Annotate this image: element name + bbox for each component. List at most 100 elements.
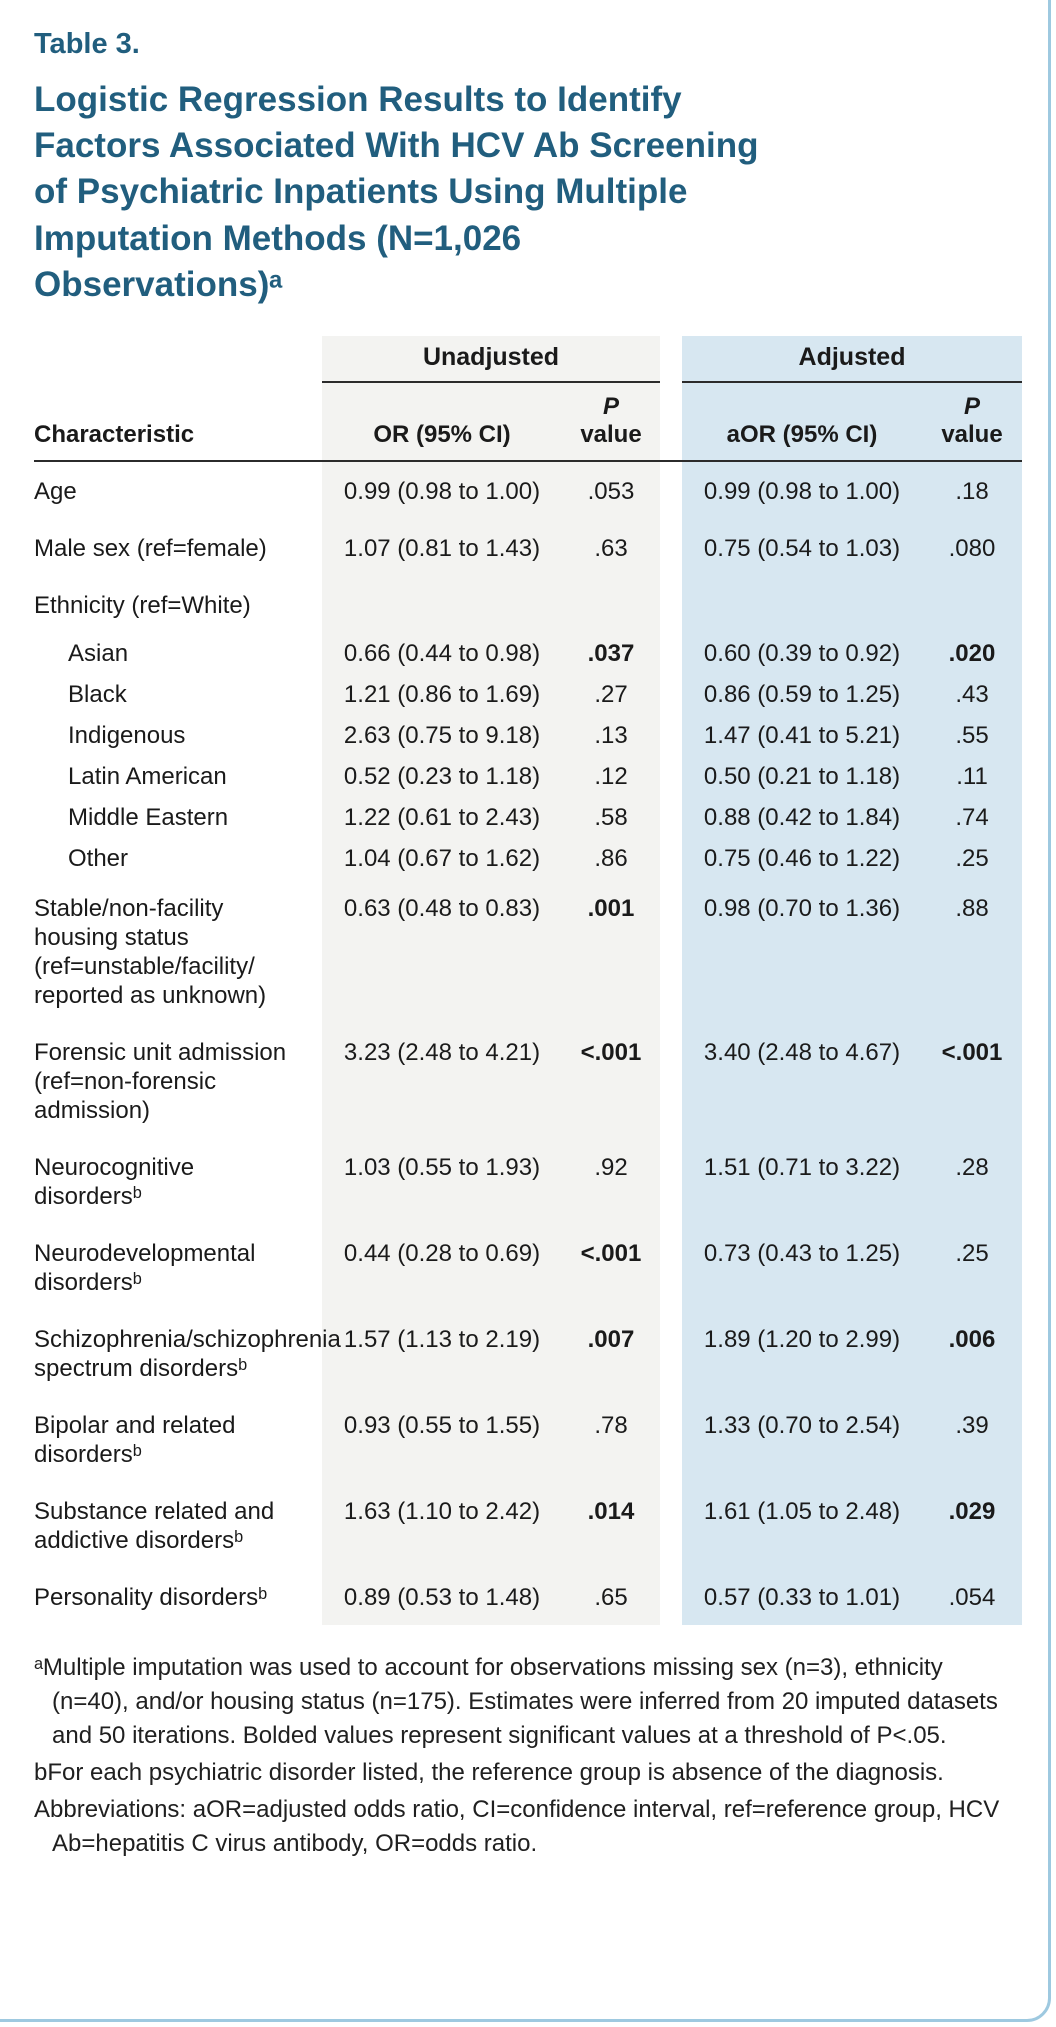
- p-value-cell: <.001: [562, 1022, 660, 1138]
- p-italic: P: [602, 392, 619, 420]
- characteristic-header: Characteristic: [34, 381, 322, 462]
- characteristic-cell: Male sex (ref=female): [34, 534, 267, 562]
- p-value-cell: [562, 575, 660, 633]
- or-cell: 0.63 (0.48 to 0.83): [322, 878, 562, 1023]
- p-value-cell: .25: [922, 1223, 1023, 1310]
- aor-cell: 1.61 (1.05 to 2.48): [682, 1481, 922, 1568]
- p-value-cell: .12: [562, 755, 660, 797]
- p-value-cell: .78: [562, 1395, 660, 1482]
- spacer-cell: [660, 519, 682, 576]
- spacer-cell: [660, 576, 682, 633]
- or-cell: 0.44 (0.28 to 0.69): [322, 1223, 562, 1310]
- table-title: Logistic Regression Results to Identify …: [34, 80, 759, 304]
- or-cell: [322, 575, 562, 633]
- spacer-cell: [660, 1224, 682, 1310]
- or-header: OR (95% CI): [322, 381, 562, 462]
- table-row: Schizophrenia/schizophrenia spectrum dis…: [34, 1309, 1023, 1396]
- table-row: Asian 0.66 (0.44 to 0.98) .037 0.60 (0.39 t…: [34, 632, 1023, 674]
- aor-cell: 1.33 (0.70 to 2.54): [682, 1395, 922, 1482]
- p-value-cell: .28: [922, 1137, 1023, 1224]
- logistic-regression-table: Unadjusted Adjusted Characteristic OR (9…: [34, 335, 1023, 1625]
- p-value-cell: .007: [562, 1309, 660, 1396]
- table-row: Personality disordersᵇ 0.89 (0.53 to 1.48…: [34, 1567, 1023, 1625]
- p-value-cell: .037: [562, 632, 660, 674]
- table-row: Black 1.21 (0.86 to 1.69) .27 0.86 (0.59 to…: [34, 673, 1023, 715]
- spacer-cell: [660, 1310, 682, 1396]
- group-header-row: Unadjusted Adjusted: [34, 335, 1023, 383]
- or-cell: 0.52 (0.23 to 1.18): [322, 755, 562, 797]
- characteristic-cell: Latin American: [68, 762, 227, 790]
- characteristic-cell: Personality disordersᵇ: [34, 1583, 268, 1611]
- spacer-cell: [660, 1482, 682, 1568]
- table-row: Stable/non-facility housing status (ref=…: [34, 878, 1023, 1023]
- table-number-label: Table 3.: [34, 28, 140, 60]
- group-header-spacer: [34, 336, 322, 382]
- p-value-cell: .020: [922, 632, 1023, 674]
- p-value-cell: .92: [562, 1137, 660, 1224]
- spacer-cell: [660, 1568, 682, 1625]
- spacer-cell: [660, 879, 682, 1023]
- p-value-cell: .13: [562, 714, 660, 756]
- footnotes: ᵃMultiple imputation was used to account…: [34, 1651, 1024, 1861]
- characteristic-cell: Neurodevelopmental disordersᵇ: [34, 1239, 256, 1296]
- characteristic-cell: Indigenous: [68, 721, 186, 749]
- p-value-cell: .001: [562, 878, 660, 1023]
- footnote-b: bFor each psychiatric disorder listed, t…: [34, 1758, 944, 1786]
- group-gap: [660, 381, 682, 462]
- p-value-cell: .74: [922, 796, 1023, 838]
- p-value-cell: .053: [562, 460, 660, 519]
- p-value-cell: .054: [922, 1567, 1023, 1625]
- aor-cell: 0.60 (0.39 to 0.92): [682, 632, 922, 674]
- or-cell: 0.99 (0.98 to 1.00): [322, 460, 562, 519]
- aor-cell: 0.98 (0.70 to 1.36): [682, 878, 922, 1023]
- table-row: Indigenous 2.63 (0.75 to 9.18) .13 1.47 (0.…: [34, 714, 1023, 756]
- footnote-abbreviations: Abbreviations: aOR=adjusted odds ratio, …: [34, 1795, 1000, 1857]
- or-cell: 0.93 (0.55 to 1.55): [322, 1395, 562, 1482]
- aor-cell: 0.73 (0.43 to 1.25): [682, 1223, 922, 1310]
- p-value-cell: .27: [562, 673, 660, 715]
- spacer-cell: [660, 633, 682, 674]
- article-table-panel: Table 3. Logistic Regression Results to …: [34, 28, 1024, 1861]
- table-row: Latin American 0.52 (0.23 to 1.18) .12 0.50…: [34, 755, 1023, 797]
- or-cell: 1.22 (0.61 to 2.43): [322, 796, 562, 838]
- p-value-cell: .080: [922, 518, 1023, 576]
- characteristic-cell: Bipolar and related disordersᵇ: [34, 1411, 236, 1468]
- spacer-cell: [660, 715, 682, 756]
- or-cell: 1.21 (0.86 to 1.69): [322, 673, 562, 715]
- or-cell: 1.07 (0.81 to 1.43): [322, 518, 562, 576]
- p-rest: value: [580, 421, 642, 449]
- characteristic-cell: Other: [68, 844, 129, 872]
- p-value-cell: .029: [922, 1481, 1023, 1568]
- p-value-cell: .006: [922, 1309, 1023, 1396]
- p-value-cell: .86: [562, 837, 660, 879]
- p-value-cell: .18: [922, 460, 1023, 519]
- characteristic-cell: Stable/non-facility housing status (ref=…: [34, 894, 267, 1009]
- table-row: Forensic unit admission (ref=non-forensi…: [34, 1022, 1023, 1138]
- p-value-cell: .39: [922, 1395, 1023, 1482]
- aor-cell: 1.89 (1.20 to 2.99): [682, 1309, 922, 1396]
- aor-cell: 0.88 (0.42 to 1.84): [682, 796, 922, 838]
- characteristic-cell: Asian: [68, 639, 129, 667]
- footnote-a: ᵃMultiple imputation was used to account…: [34, 1653, 998, 1749]
- or-cell: 0.66 (0.44 to 0.98): [322, 632, 562, 674]
- unadjusted-group-header: Unadjusted: [322, 335, 660, 383]
- aor-cell: 0.75 (0.46 to 1.22): [682, 837, 922, 879]
- p-rest: value: [941, 421, 1003, 449]
- p-value-cell: .58: [562, 796, 660, 838]
- characteristic-cell: Age: [34, 477, 77, 505]
- aor-cell: [682, 575, 922, 633]
- or-cell: 1.63 (1.10 to 2.42): [322, 1481, 562, 1568]
- aor-cell: 0.86 (0.59 to 1.25): [682, 673, 922, 715]
- table-row: Neurodevelopmental disordersᵇ 0.44 (0.28 …: [34, 1223, 1023, 1310]
- characteristic-cell: Middle Eastern: [68, 803, 229, 831]
- spacer-cell: [660, 1138, 682, 1224]
- p-value-cell: .63: [562, 518, 660, 576]
- characteristic-cell: Neurocognitive disordersᵇ: [34, 1153, 195, 1210]
- p-value-cell: <.001: [922, 1022, 1023, 1138]
- spacer-cell: [660, 838, 682, 879]
- or-cell: 1.04 (0.67 to 1.62): [322, 837, 562, 879]
- table-row: Age 0.99 (0.98 to 1.00) .053 0.99 (0.98 to …: [34, 460, 1023, 519]
- table-row: Neurocognitive disordersᵇ 1.03 (0.55 to 1…: [34, 1137, 1023, 1224]
